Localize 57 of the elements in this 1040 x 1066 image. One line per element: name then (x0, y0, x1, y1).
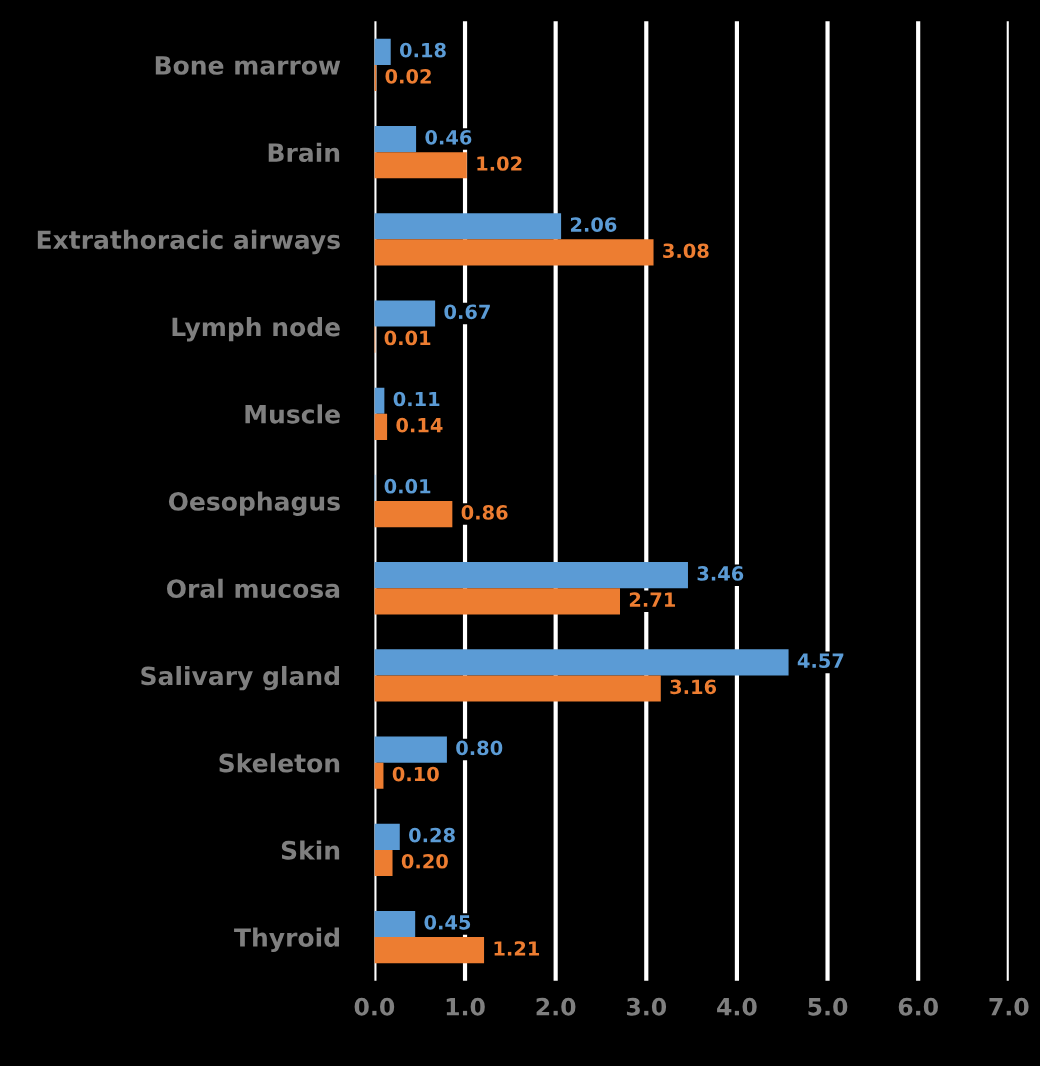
bar (374, 239, 654, 266)
y-tick-label: Skeleton (219, 753, 340, 773)
y-tick-label: Bone marrow (155, 56, 341, 75)
bar (374, 125, 417, 153)
x-tick-label: 4.0 (717, 997, 757, 1016)
data-label: 0.01 (384, 478, 431, 494)
y-tick-label: Brain (268, 142, 340, 162)
y-tick-label: Extrathoracic airways (37, 229, 340, 255)
data-label: 0.80 (456, 740, 503, 756)
data-label: 0.86 (461, 505, 508, 520)
y-tick-label: Lymph node (172, 317, 340, 342)
data-label: 3.08 (663, 243, 709, 259)
y-tick-label: Oral mucosa (166, 578, 340, 599)
bar (374, 823, 400, 850)
y-tick-label: Muscle (245, 404, 340, 424)
data-label: 2.71 (629, 592, 675, 607)
data-label: 0.10 (392, 766, 439, 782)
data-label: 1.02 (477, 156, 522, 171)
bar (374, 675, 661, 702)
bar (374, 588, 620, 615)
data-label: 2.06 (570, 217, 617, 232)
data-label: 3.16 (670, 679, 717, 695)
data-label: 0.02 (385, 68, 431, 84)
data-label: 0.14 (396, 417, 443, 433)
bar (374, 152, 467, 179)
bar (374, 387, 385, 414)
x-tick-label: 3.0 (626, 997, 667, 1016)
x-tick-label: 0.0 (354, 997, 395, 1016)
data-label: 0.45 (424, 914, 471, 930)
bar (374, 562, 688, 589)
bar (374, 849, 393, 877)
bar (374, 213, 562, 240)
y-tick-label: Salivary gland (141, 665, 339, 691)
data-label: 0.67 (444, 304, 490, 320)
data-label: 0.18 (399, 42, 446, 58)
bar (374, 910, 416, 938)
x-tick-label: 5.0 (808, 997, 848, 1016)
data-label: 0.46 (425, 130, 472, 145)
y-tick-label: Oesophagus (168, 491, 340, 516)
bar (374, 413, 388, 440)
data-label: 0.28 (409, 827, 455, 843)
x-tick-label: 7.0 (989, 997, 1029, 1016)
y-tick-label: Skin (281, 840, 340, 860)
data-label: 1.21 (494, 941, 540, 956)
x-tick-label: 2.0 (536, 997, 576, 1016)
bar (374, 38, 391, 65)
data-label: 3.46 (697, 566, 744, 581)
data-label: 0.11 (393, 391, 440, 407)
bar (374, 649, 789, 676)
bar (374, 501, 453, 528)
x-tick-label: 1.0 (446, 997, 485, 1016)
data-label: 4.57 (797, 653, 844, 669)
y-tick-label: Thyroid (234, 927, 339, 952)
data-label: 0.20 (401, 853, 448, 869)
data-label: 0.01 (384, 330, 431, 346)
bar (374, 937, 485, 964)
x-tick-label: 6.0 (898, 997, 938, 1016)
